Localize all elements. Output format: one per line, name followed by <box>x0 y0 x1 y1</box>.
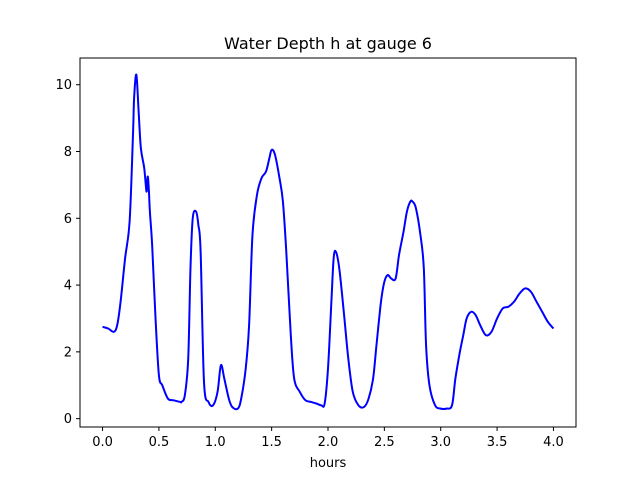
chart-title: Water Depth h at gauge 6 <box>224 34 432 53</box>
x-tick-label: 2.0 <box>318 435 339 450</box>
plot-area <box>102 73 555 411</box>
x-tick-label: 0.0 <box>92 435 113 450</box>
series-line <box>102 73 555 411</box>
y-tick-label: 2 <box>64 345 72 360</box>
y-tick-label: 8 <box>64 145 72 160</box>
x-tick-label: 3.0 <box>430 435 451 450</box>
x-tick-label: 2.5 <box>374 435 395 450</box>
x-axis-title: hours <box>310 456 347 471</box>
y-axis: 0 2 4 6 8 10 <box>55 78 80 427</box>
x-tick-label: 3.5 <box>487 435 508 450</box>
y-tick-label: 0 <box>64 412 72 427</box>
x-axis: 0.0 0.5 1.0 1.5 2.0 2.5 3.0 3.5 4.0 <box>92 427 564 450</box>
y-tick-label: 6 <box>64 212 72 227</box>
x-tick-label: 4.0 <box>543 435 564 450</box>
x-tick-label: 0.5 <box>149 435 170 450</box>
y-tick-label: 10 <box>55 78 72 93</box>
y-tick-label: 4 <box>64 279 72 294</box>
x-tick-label: 1.5 <box>261 435 282 450</box>
x-tick-label: 1.0 <box>205 435 226 450</box>
